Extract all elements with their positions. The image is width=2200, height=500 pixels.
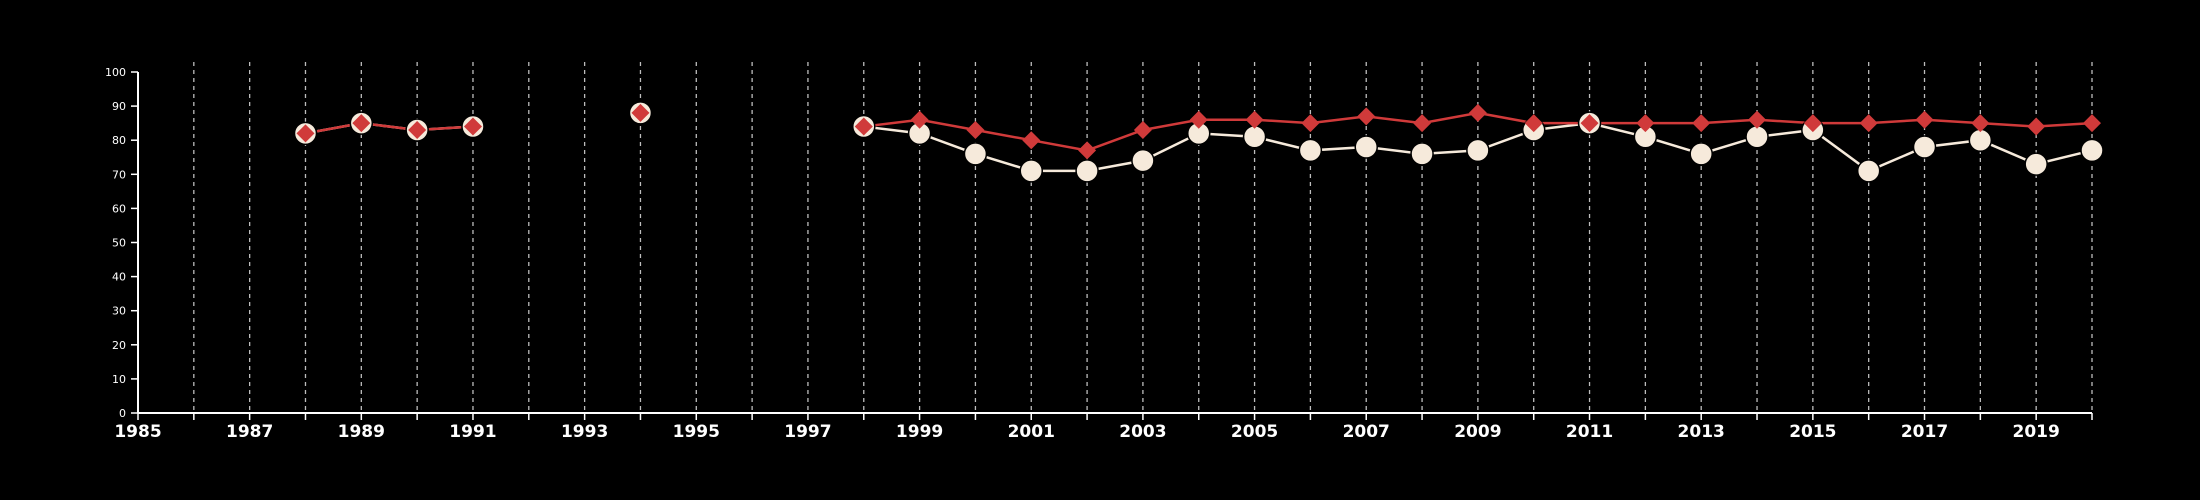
circle-point: [2024, 152, 2048, 176]
x-tick-label: 1997: [784, 422, 831, 442]
x-tick-label: 2017: [1901, 422, 1948, 442]
x-tick-label: 2001: [1008, 422, 1055, 442]
y-tick-label: 70: [112, 168, 126, 181]
y-tick-label: 30: [112, 305, 126, 318]
diamond-point: [1971, 114, 1990, 133]
circle-point: [1075, 159, 1099, 183]
diamond-point: [1189, 110, 1208, 129]
x-tick-label: 1985: [114, 422, 161, 442]
y-tick-label: 60: [112, 202, 126, 215]
circle-point: [1298, 138, 1323, 163]
x-tick-label: 1999: [896, 422, 943, 442]
diamond-point: [1803, 114, 1822, 133]
y-tick-label: 10: [112, 373, 126, 386]
diamond-point: [463, 117, 482, 136]
diamond-point: [1748, 110, 1767, 129]
diamond-point: [352, 114, 371, 133]
circle-point: [1466, 138, 1490, 163]
y-tick-label: 50: [112, 237, 126, 250]
circle-point: [1745, 125, 1769, 149]
x-tick-label: 2007: [1343, 422, 1390, 442]
series-markers: [293, 101, 2104, 183]
x-tick-label: 1995: [673, 422, 720, 442]
circle-point: [1912, 135, 1937, 159]
diamond-point: [1524, 114, 1543, 133]
diamond-point: [1859, 114, 1878, 133]
x-axis-ticks: 1985 1987 1989 1991 1993 1995 1997 1999 2001 2003…: [114, 413, 2093, 442]
y-tick-label: 100: [105, 66, 126, 79]
diamond-point: [408, 120, 427, 139]
y-tick-label: 40: [112, 271, 126, 284]
x-gridlines: [193, 62, 2093, 413]
circle-point: [2080, 138, 2104, 163]
y-tick-label: 80: [112, 134, 126, 147]
x-tick-label: 1991: [449, 422, 496, 442]
diamond-point: [1413, 114, 1432, 133]
diamond-point: [2083, 114, 2101, 133]
x-tick-label: 2019: [2013, 422, 2060, 442]
x-tick-label: 1993: [561, 422, 608, 442]
x-tick-label: 1989: [338, 422, 385, 442]
x-tick-label: 2005: [1231, 422, 1278, 442]
diamond-point: [1915, 110, 1934, 129]
diamond-point: [1692, 114, 1711, 133]
diamond-point: [910, 110, 929, 129]
diamond-point: [1636, 114, 1655, 133]
diamond-point: [1580, 114, 1599, 133]
diamond-point: [1078, 141, 1097, 160]
x-tick-label: 2003: [1119, 422, 1166, 442]
circle-point: [1354, 135, 1378, 159]
diamond-point: [966, 120, 985, 139]
circle-point: [1131, 148, 1155, 173]
y-tick-label: 0: [119, 407, 126, 420]
diamond-point: [1301, 114, 1320, 133]
y-tick-label: 90: [112, 100, 126, 113]
circle-point: [963, 142, 988, 166]
diamond-point: [854, 117, 873, 136]
x-tick-label: 2009: [1454, 422, 1501, 442]
diamond-point: [1245, 110, 1264, 129]
diamond-point: [1468, 103, 1487, 122]
circle-point: [1410, 142, 1434, 166]
circle-point: [1689, 142, 1713, 166]
circle-point: [1242, 125, 1267, 149]
y-tick-label: 20: [112, 339, 126, 352]
x-tick-label: 2011: [1566, 422, 1613, 442]
diamond-point: [296, 124, 315, 143]
diamond-point: [1357, 107, 1376, 126]
circle-point: [1856, 159, 1881, 183]
diamond-point: [631, 103, 650, 122]
circle-point: [1968, 128, 1993, 152]
circle-point: [1019, 159, 1044, 183]
x-tick-label: 1987: [226, 422, 273, 442]
diamond-point: [2027, 117, 2046, 136]
x-tick-label: 2015: [1789, 422, 1836, 442]
y-axis-ticks: 0 10 20 30 40 50 60 70 80 90 100: [105, 66, 138, 420]
x-tick-label: 2013: [1678, 422, 1725, 442]
diamond-point: [1022, 131, 1041, 150]
series-line: [305, 121, 474, 135]
diamond-point: [1133, 120, 1152, 139]
